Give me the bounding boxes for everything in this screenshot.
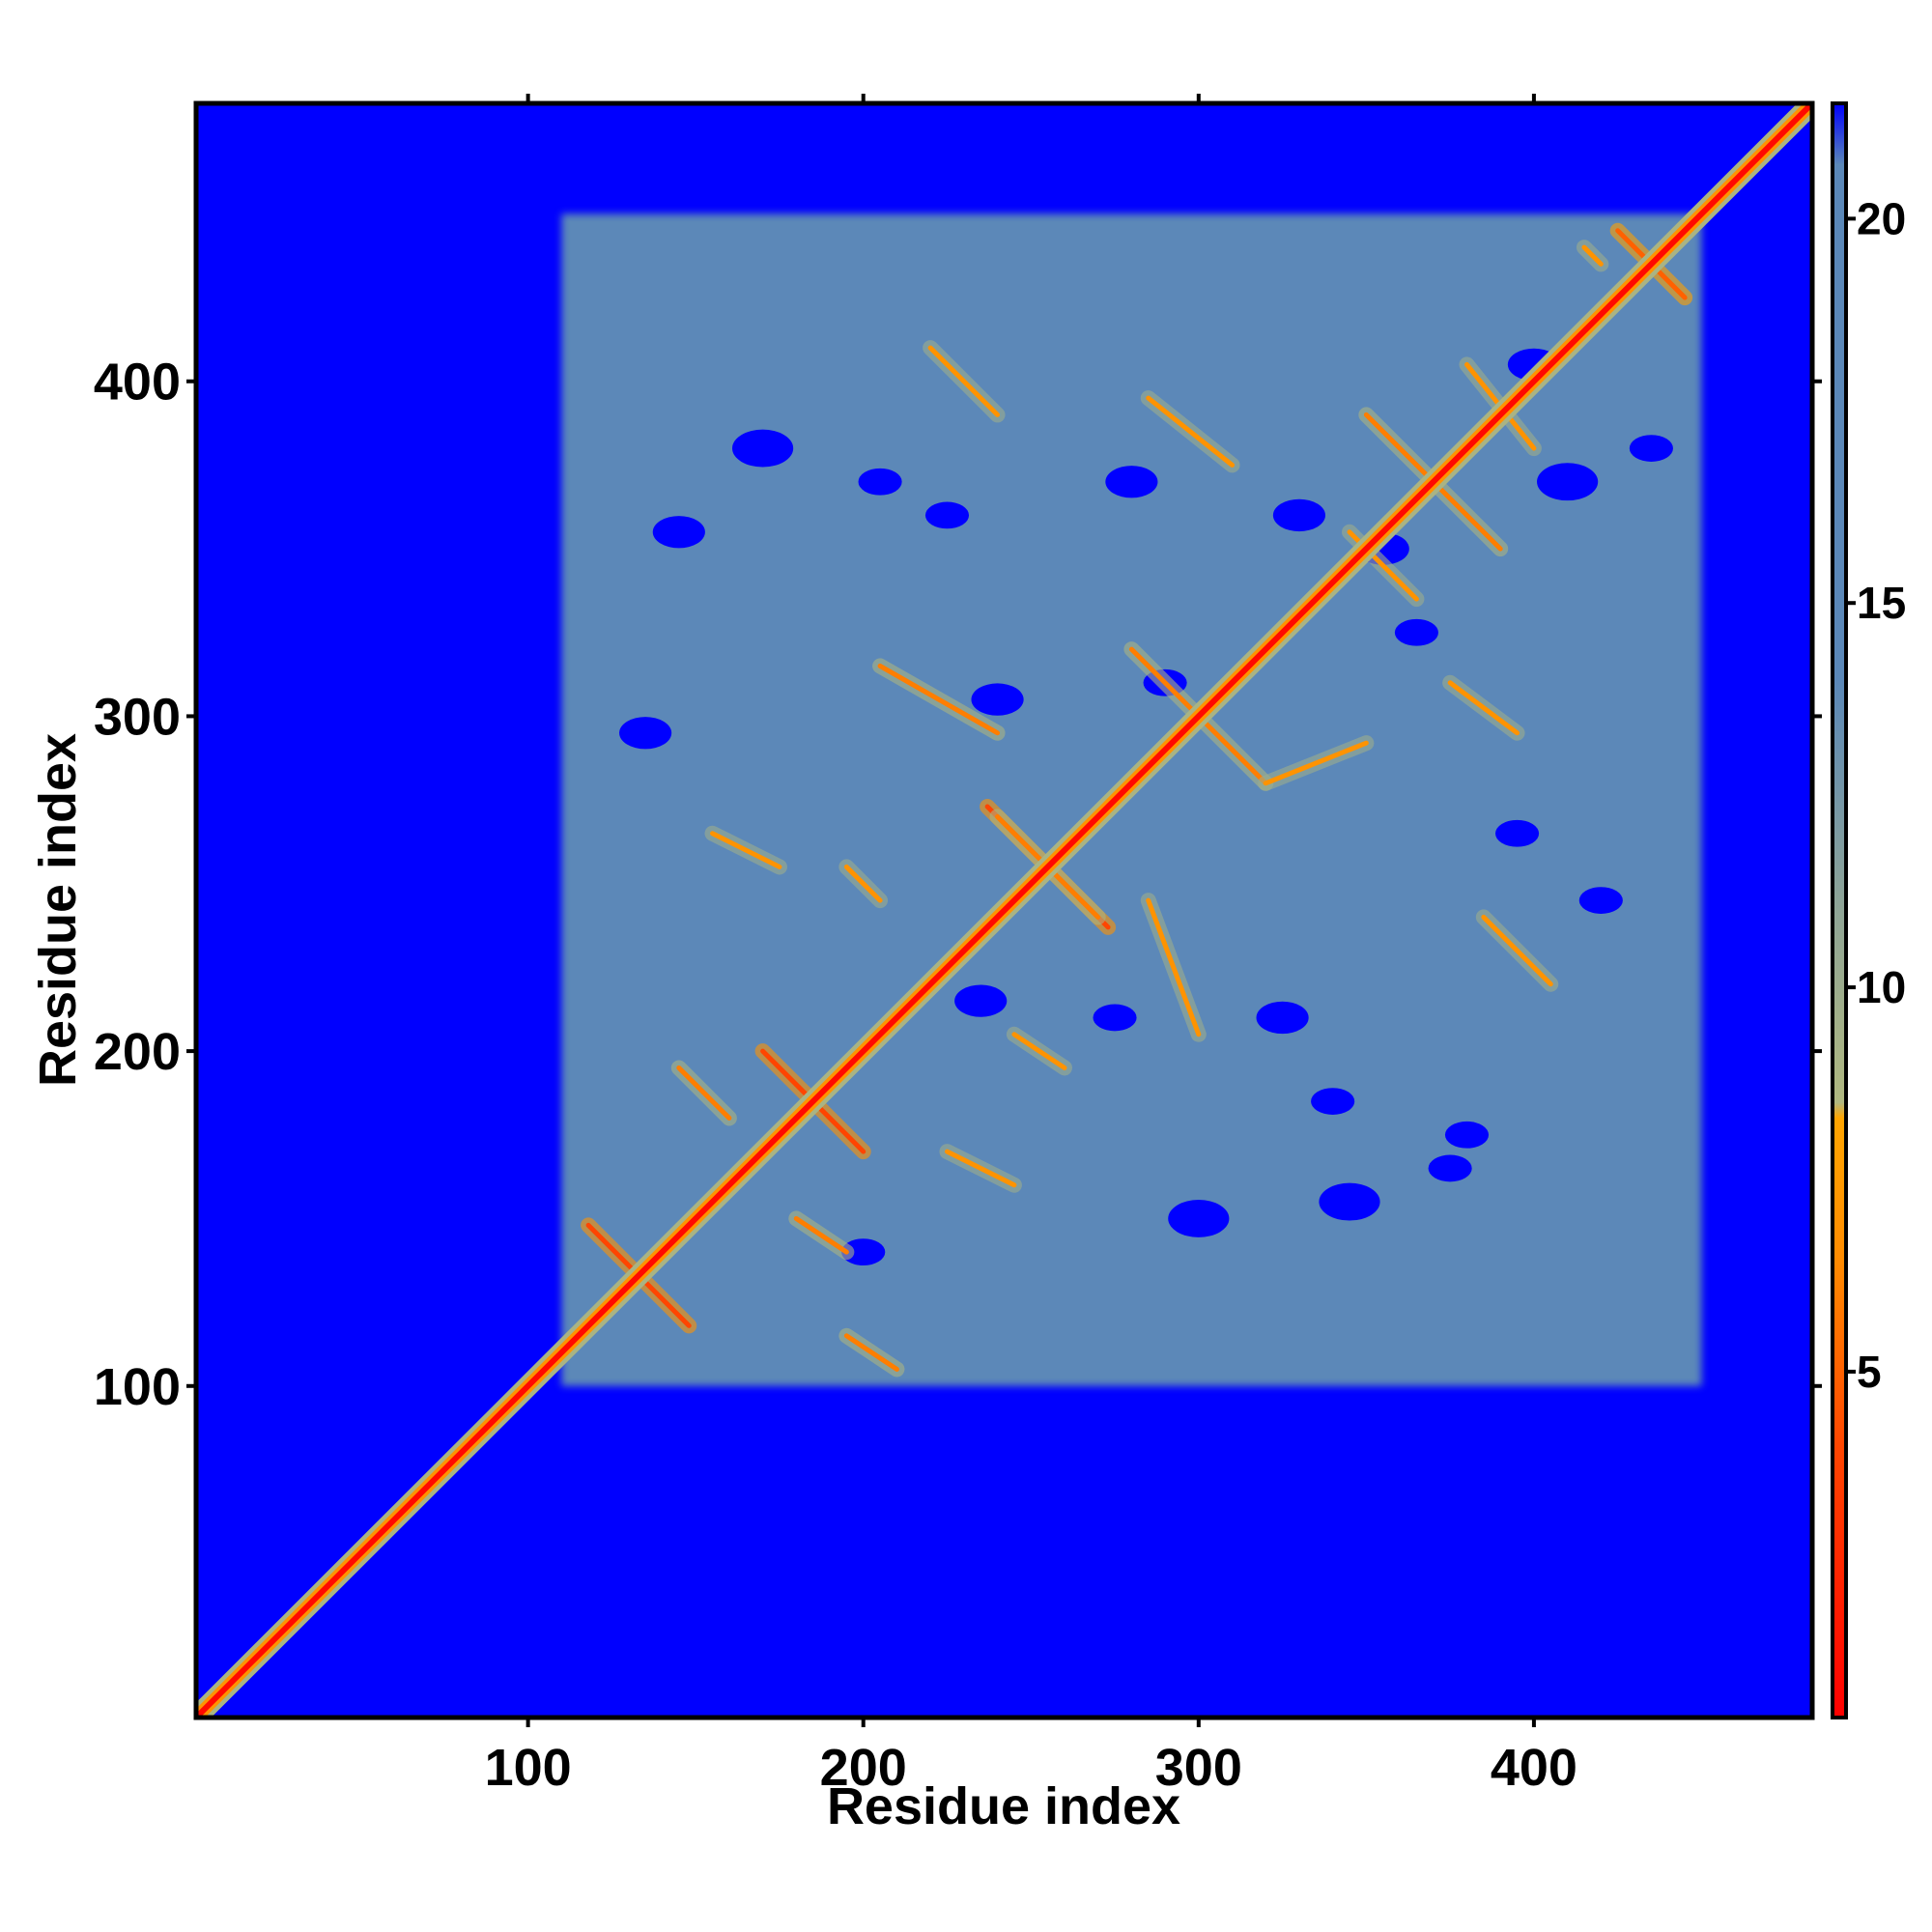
void-patch bbox=[1311, 1088, 1355, 1115]
void-patch bbox=[841, 1238, 886, 1265]
contact-feature bbox=[1481, 914, 1553, 987]
void-patch bbox=[619, 717, 672, 750]
void-patch bbox=[732, 429, 794, 468]
contact-feature bbox=[843, 864, 883, 903]
void-patch bbox=[1105, 466, 1158, 498]
x-tick-label: 200 bbox=[820, 1739, 907, 1797]
void-patch bbox=[1256, 1001, 1309, 1035]
void-patch bbox=[858, 468, 902, 496]
colorbar-ticks: 5 10 15 20 bbox=[1846, 193, 1906, 1397]
diagonal-core bbox=[196, 103, 1812, 1718]
x-tick-label: 300 bbox=[1155, 1739, 1242, 1797]
colorbar-tick-label: 15 bbox=[1857, 578, 1906, 628]
colorbar-tick-label: 10 bbox=[1857, 962, 1906, 1012]
contact-feature bbox=[710, 831, 782, 869]
void-patch bbox=[1272, 498, 1326, 532]
y-axis: 100 200 300 400 bbox=[94, 354, 1822, 1416]
contact-feature bbox=[676, 1065, 732, 1121]
void-patch bbox=[1629, 435, 1673, 462]
contact-feature bbox=[877, 663, 1001, 736]
contact-feature bbox=[843, 1333, 899, 1372]
contact-feature bbox=[944, 1149, 1017, 1188]
void-patch bbox=[1494, 819, 1540, 847]
y-tick-label: 200 bbox=[94, 1023, 181, 1081]
void-patch bbox=[1428, 1154, 1472, 1182]
void-patch bbox=[1394, 618, 1438, 646]
plot-frame bbox=[193, 100, 1815, 1720]
void-patch bbox=[1444, 1121, 1490, 1149]
y-tick-label: 400 bbox=[94, 354, 181, 412]
void-patch bbox=[1537, 463, 1599, 501]
x-tick-label: 100 bbox=[485, 1739, 572, 1797]
void-patch bbox=[1168, 1200, 1230, 1237]
contact-feature bbox=[1146, 897, 1202, 1037]
colorbar-frame bbox=[1831, 101, 1848, 1719]
y-tick-label: 100 bbox=[94, 1358, 181, 1416]
contact-feature bbox=[793, 1215, 849, 1255]
contact-feature bbox=[1581, 244, 1604, 267]
void-patch bbox=[1093, 1004, 1137, 1032]
void-patch bbox=[1319, 1182, 1380, 1221]
colorbar-gradient bbox=[1833, 103, 1846, 1718]
x-axis: 100 200 300 400 bbox=[485, 94, 1577, 1797]
x-axis-title: Residue index bbox=[827, 1777, 1180, 1835]
x-tick-label: 400 bbox=[1491, 1739, 1577, 1797]
void-patch bbox=[652, 516, 705, 549]
contact-feature bbox=[1146, 395, 1236, 468]
heatmap-diagonal bbox=[196, 103, 1812, 1718]
heatmap-void-patches bbox=[619, 348, 1673, 1265]
colorbar-tick-label: 5 bbox=[1857, 1347, 1882, 1397]
contact-feature bbox=[1011, 1032, 1067, 1070]
contact-feature bbox=[1447, 680, 1520, 736]
contact-feature bbox=[1263, 740, 1369, 786]
y-tick-label: 300 bbox=[94, 688, 181, 746]
void-patch bbox=[924, 501, 970, 529]
contact-feature bbox=[927, 345, 1001, 417]
void-patch bbox=[971, 683, 1024, 716]
void-patch bbox=[1578, 887, 1623, 914]
void-patch bbox=[954, 984, 1008, 1017]
y-axis-title: Residue index bbox=[29, 733, 87, 1087]
colorbar: 5 10 15 20 bbox=[1831, 101, 1906, 1719]
colorbar-tick-label: 20 bbox=[1857, 193, 1906, 243]
heatmap-plot-area bbox=[196, 103, 1812, 1718]
